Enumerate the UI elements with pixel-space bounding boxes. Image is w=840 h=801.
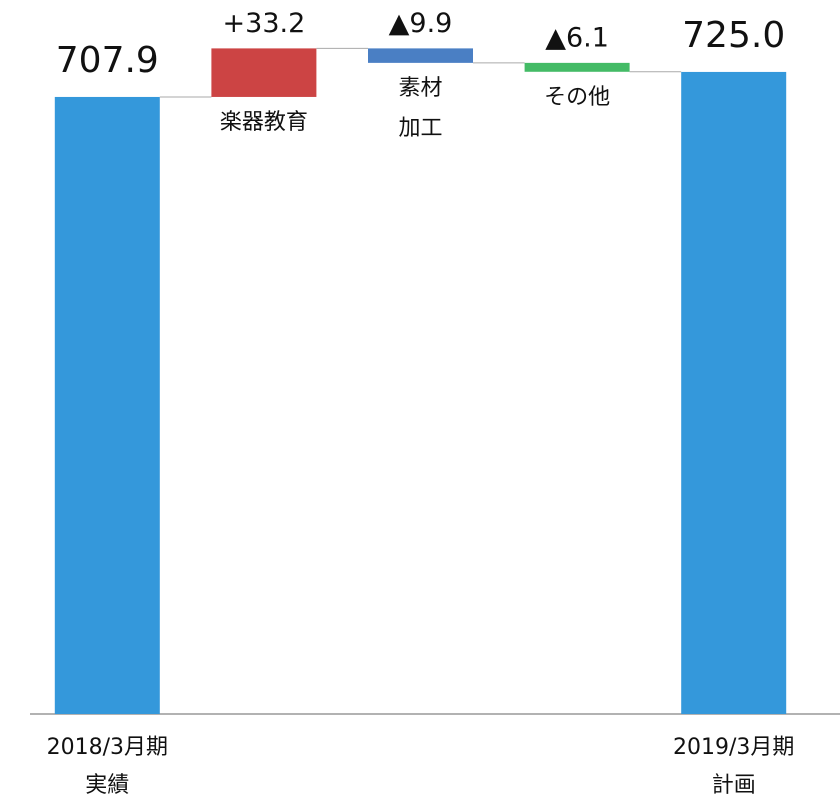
category-label: その他 (544, 85, 610, 110)
bar (524, 62, 630, 72)
category-label: 素材加工 (398, 76, 442, 141)
bar (211, 48, 317, 97)
value-label: ▲9.9 (389, 8, 453, 39)
bar (54, 96, 160, 715)
category-label: 2018/3月期実績 (47, 735, 168, 798)
value-label: ▲6.1 (545, 22, 609, 53)
bar (368, 48, 473, 63)
value-label: 725.0 (682, 15, 785, 56)
category-label: 2019/3月期計画 (673, 735, 794, 798)
value-label: 707.9 (56, 40, 159, 81)
bar (681, 71, 787, 714)
value-label: +33.2 (223, 8, 306, 39)
category-label: 楽器教育 (220, 110, 308, 135)
